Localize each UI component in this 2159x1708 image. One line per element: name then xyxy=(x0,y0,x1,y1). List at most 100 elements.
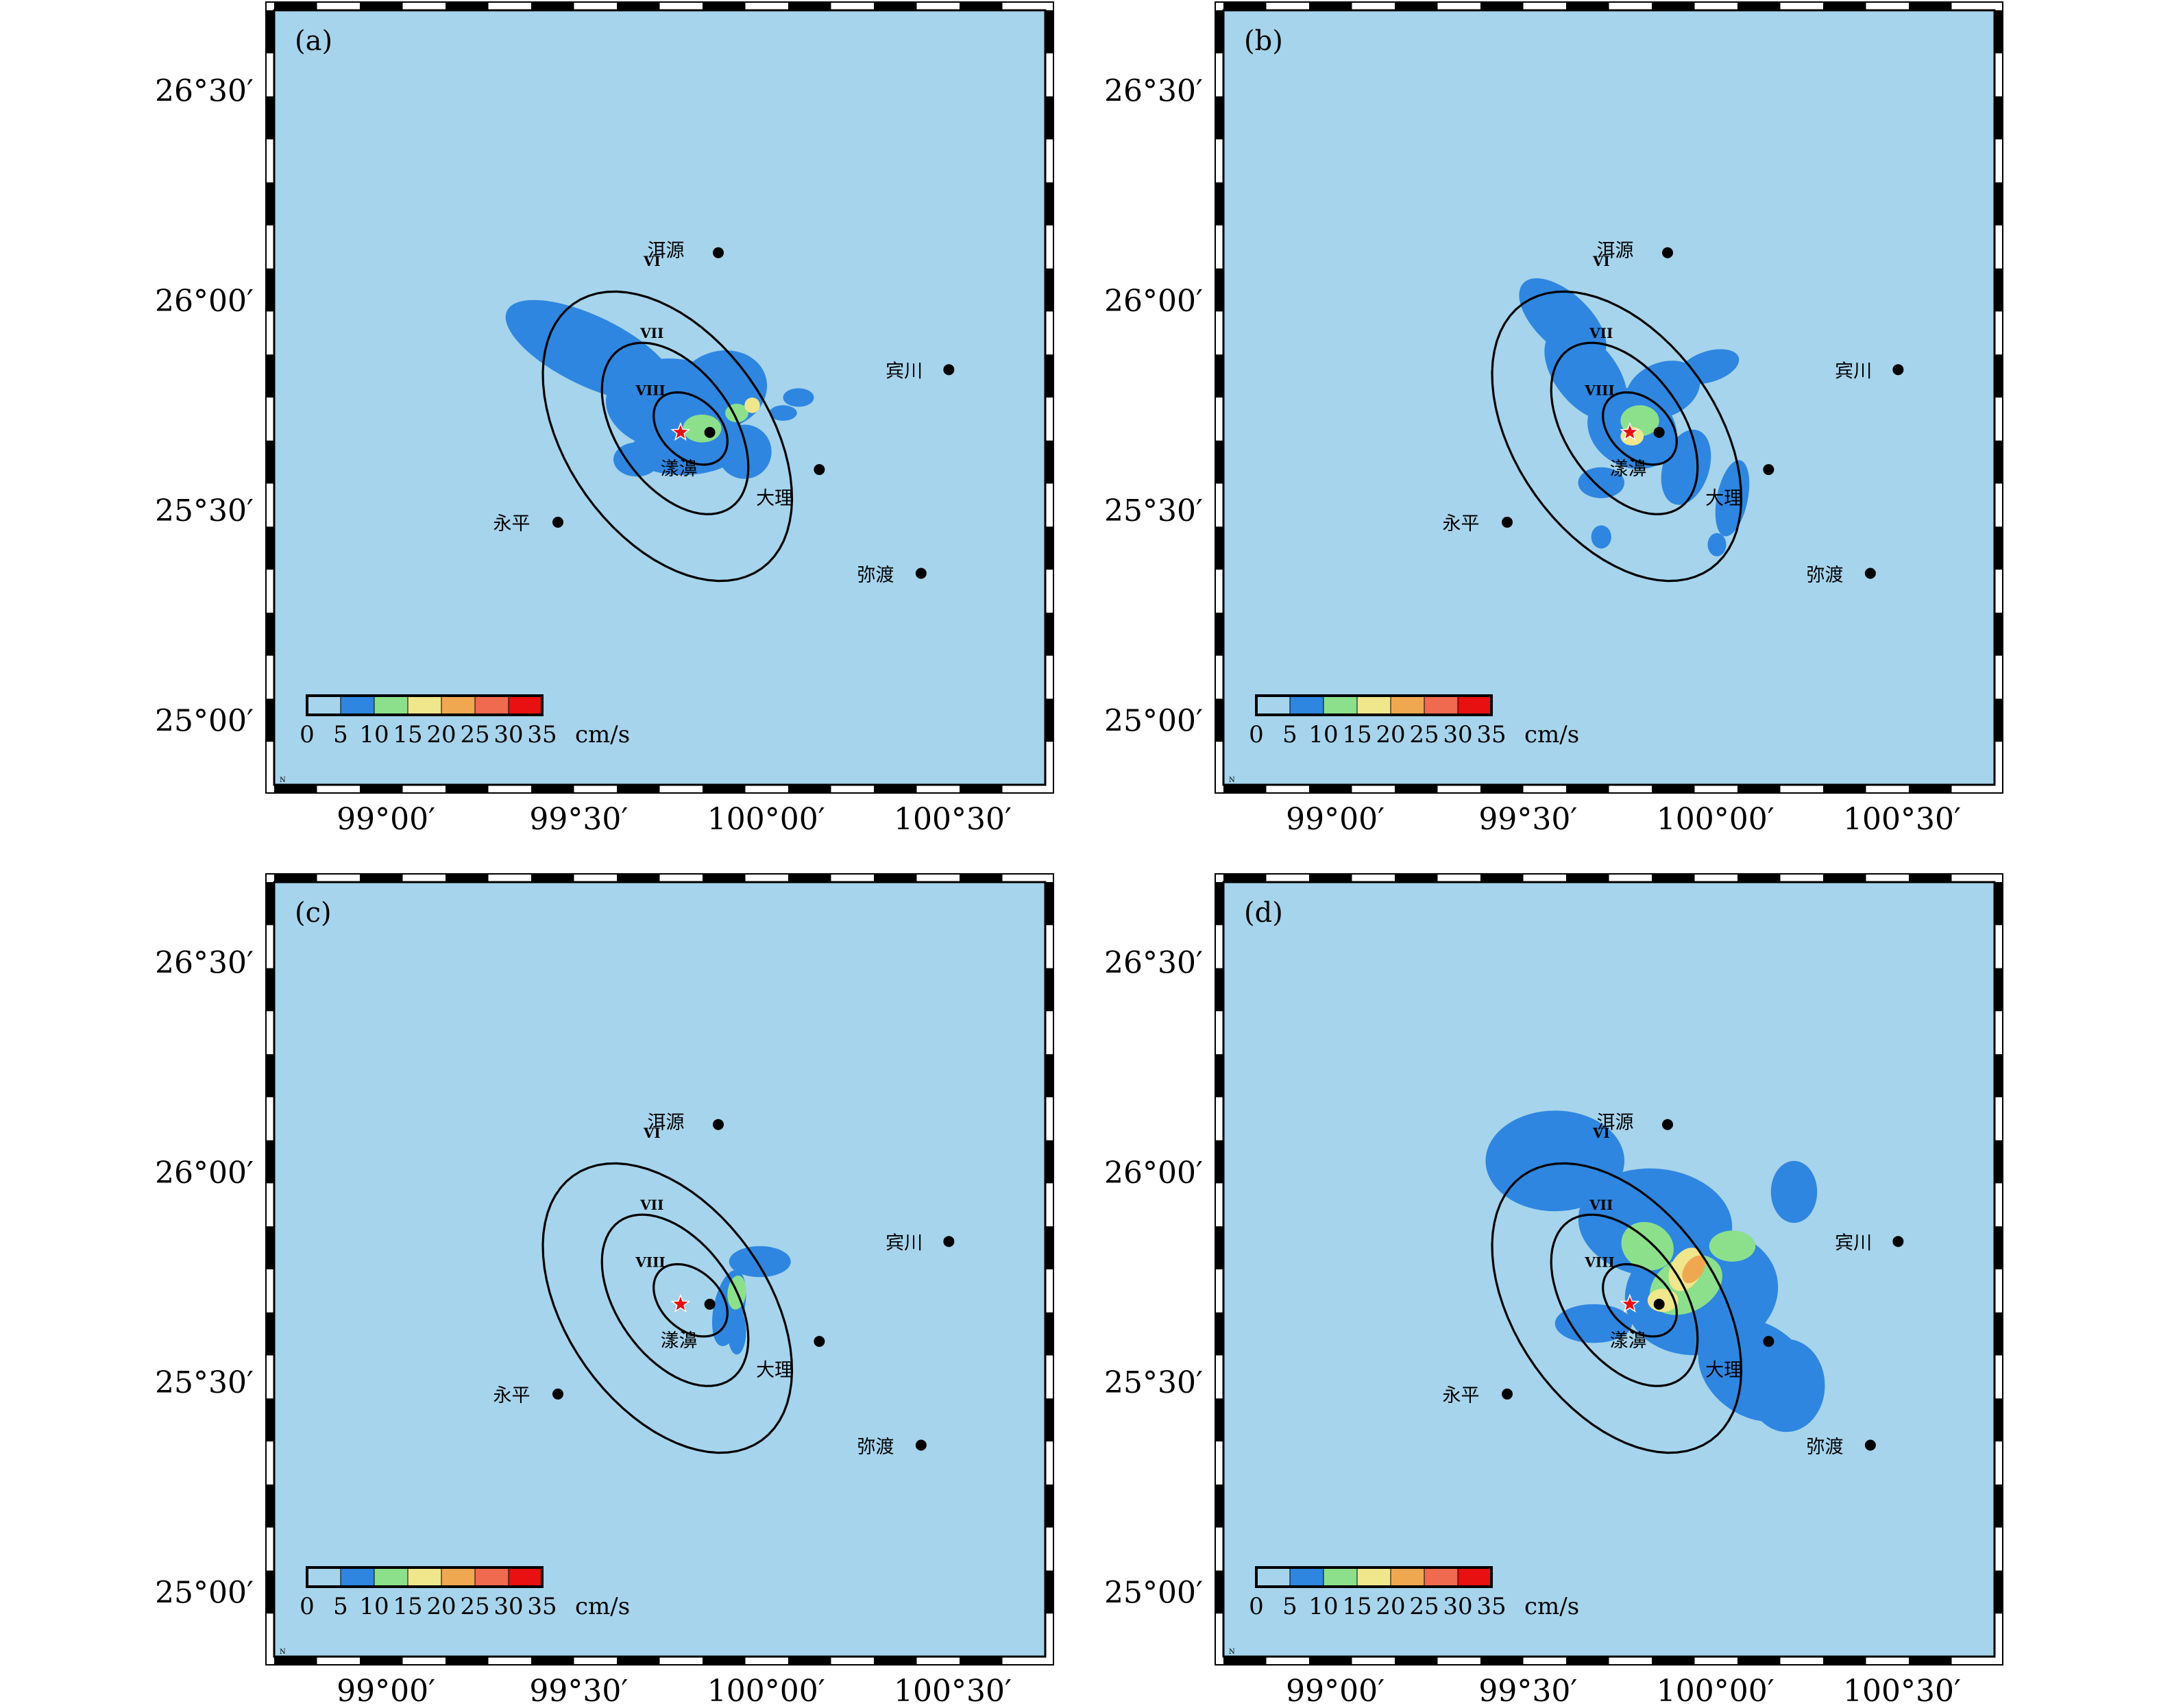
frame-tick xyxy=(617,874,660,882)
frame-tick xyxy=(1045,440,1053,484)
colorbar-frame xyxy=(1255,1566,1493,1588)
latitude-tick-label: 26°30′ xyxy=(1104,74,1203,109)
frame-tick xyxy=(1045,882,1053,925)
frame-tick xyxy=(1045,1398,1053,1442)
city-dot xyxy=(552,516,563,528)
frame-tick xyxy=(788,1657,831,1665)
map-frame xyxy=(265,1,1054,794)
colorbar-tick-label: 15 xyxy=(1342,721,1371,748)
epicenter-star-icon xyxy=(1620,422,1640,441)
isoseismal-label: VIII xyxy=(635,382,666,399)
frame-tick xyxy=(266,1140,274,1184)
isoseismal-line-vii xyxy=(1550,341,1699,515)
map-frame xyxy=(1215,1,2003,794)
latitude-tick-label: 25°30′ xyxy=(1104,1365,1203,1400)
frame-tick xyxy=(1995,10,2003,53)
colorbar-tick-label: 0 xyxy=(300,721,315,748)
epicenter-star-icon xyxy=(670,422,691,441)
frame-tick xyxy=(266,1312,274,1356)
frame-tick xyxy=(1909,1657,1952,1665)
frame-tick xyxy=(1223,1657,1267,1665)
panel-label: (b) xyxy=(1244,25,1283,57)
city-dot xyxy=(1653,426,1665,438)
city-label-yongping: 永平 xyxy=(1443,1385,1480,1406)
frame-tick xyxy=(1045,182,1053,225)
colorbar-swatch xyxy=(1289,695,1324,716)
frame-tick xyxy=(1215,612,1223,656)
frame-tick xyxy=(1480,2,1524,10)
frame-tick xyxy=(1215,526,1223,570)
frame-tick xyxy=(274,2,317,10)
city-dot xyxy=(1662,1119,1673,1130)
frame-tick xyxy=(1215,1312,1223,1356)
isoseismal-line-vi xyxy=(1491,290,1743,583)
colorbar-swatch xyxy=(1356,1567,1391,1587)
city-dot xyxy=(1864,1439,1876,1451)
frame-tick xyxy=(1215,1398,1223,1442)
frame-tick xyxy=(617,1657,660,1665)
longitude-tick-label: 100°00′ xyxy=(707,1674,825,1708)
city-dot xyxy=(943,364,955,376)
isoseismal-lines: VI VII VIII xyxy=(1491,1125,1743,1454)
isoseismal-label: VIII xyxy=(635,1254,666,1271)
longitude-tick-label: 99°00′ xyxy=(1286,1674,1385,1708)
frame-tick xyxy=(1995,1140,2003,1184)
isoseismal-label: VIII xyxy=(1584,382,1615,399)
frame-tick xyxy=(1480,874,1524,882)
frame-tick xyxy=(960,1657,1003,1665)
frame-tick xyxy=(266,10,274,53)
latitude-tick-label: 25°00′ xyxy=(1104,1575,1203,1610)
city-label-binchuan: 宾川 xyxy=(1835,1233,1872,1254)
frame-tick xyxy=(1995,96,2003,140)
frame-tick xyxy=(266,882,274,925)
city-dot xyxy=(704,426,716,438)
north-marker: N xyxy=(1229,1648,1235,1656)
frame-tick xyxy=(1215,96,1223,140)
isoseismal-line-vi xyxy=(541,1162,794,1454)
frame-tick xyxy=(1652,785,1695,793)
map-background xyxy=(1223,882,1995,1657)
city-label-eryuan: 洱源 xyxy=(648,1112,685,1133)
velocity-patch xyxy=(769,405,797,421)
velocity-field xyxy=(1485,1110,1825,1432)
frame-tick xyxy=(1215,1054,1223,1097)
city-label-binchuan: 宾川 xyxy=(1835,361,1872,382)
frame-tick xyxy=(960,874,1003,882)
frame-tick xyxy=(874,785,917,793)
frame-tick xyxy=(266,182,274,225)
city-label-midu: 弥渡 xyxy=(1807,565,1844,586)
frame-tick xyxy=(1995,968,2003,1012)
latitude-tick-label: 26°00′ xyxy=(155,284,254,319)
frame-tick xyxy=(1215,1140,1223,1184)
city-label-eryuan: 洱源 xyxy=(1597,240,1634,261)
frame-tick xyxy=(788,2,831,10)
isoseismal-label: VII xyxy=(1589,1197,1613,1213)
frame-tick xyxy=(1995,526,2003,570)
city-dot xyxy=(1653,1298,1665,1310)
latitude-tick-label: 25°30′ xyxy=(155,1365,254,1400)
frame-tick xyxy=(1215,698,1223,742)
colorbar-unit: cm/s xyxy=(575,721,630,748)
colorbar-tick-label: 20 xyxy=(426,721,456,748)
city-dot xyxy=(943,1236,955,1247)
colorbar-swatch xyxy=(441,1567,476,1587)
frame-tick xyxy=(1823,1657,1866,1665)
colorbar-tick-label: 20 xyxy=(1376,1593,1405,1620)
frame-tick xyxy=(788,874,831,882)
frame-tick xyxy=(266,96,274,140)
frame-tick xyxy=(360,2,403,10)
latitude-tick-label: 26°00′ xyxy=(1104,284,1203,319)
frame-tick xyxy=(1045,354,1053,398)
frame-tick xyxy=(1995,354,2003,398)
city-label-yangbi: 漾濞 xyxy=(1610,1330,1647,1352)
frame-tick xyxy=(1995,882,2003,925)
frame-tick xyxy=(1995,1226,2003,1269)
frame-tick xyxy=(1215,1484,1223,1528)
city-label-yangbi: 漾濞 xyxy=(661,459,698,480)
frame-tick xyxy=(1995,1054,2003,1097)
isoseismal-lines: VI VII VIII xyxy=(1491,253,1743,583)
